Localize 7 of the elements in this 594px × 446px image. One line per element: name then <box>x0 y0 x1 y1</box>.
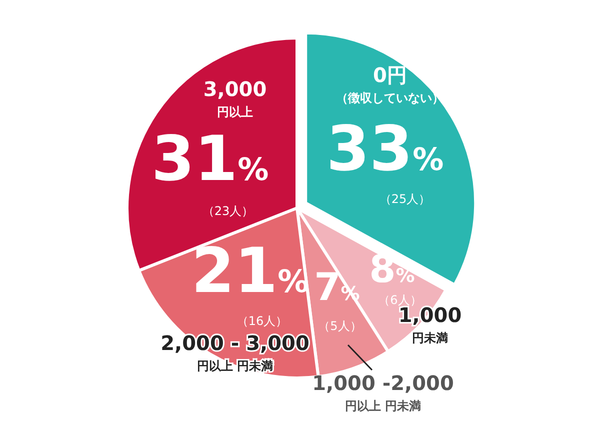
data-label: 33% <box>326 112 444 185</box>
text: （5人） <box>318 319 362 333</box>
text: （16人） <box>236 314 288 328</box>
text: （6人） <box>378 293 422 307</box>
text: （23人） <box>202 204 254 218</box>
data-label: 31% <box>151 122 269 195</box>
text: （25人） <box>379 192 431 206</box>
